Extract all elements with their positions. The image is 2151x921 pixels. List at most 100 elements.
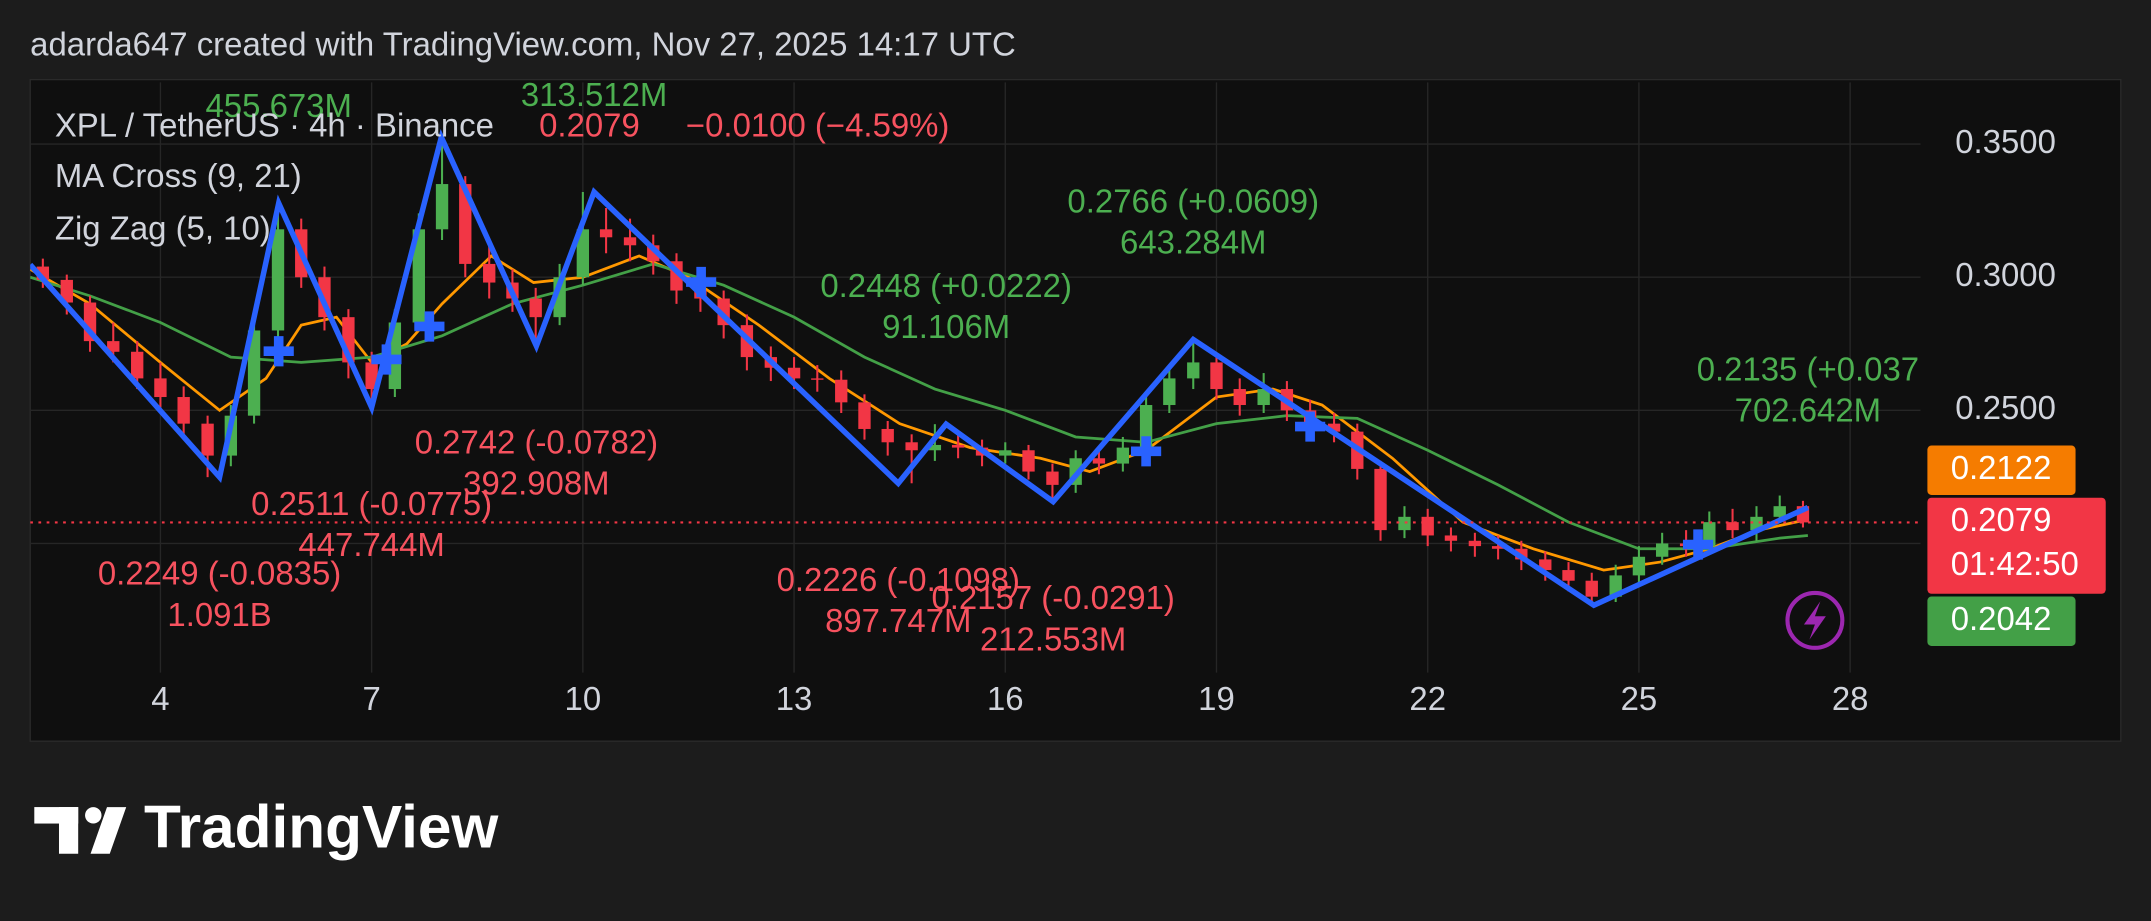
pivot-volume-label: 447.744M	[298, 526, 444, 563]
x-tick-label: 22	[1409, 680, 1446, 717]
candle-body	[905, 442, 918, 451]
price-tag	[1927, 596, 2076, 646]
candle-body	[835, 379, 848, 403]
candle-body	[623, 237, 637, 246]
plot-area: 0.2249 (-0.0835) 1.091B 455.673M 0.2511 (-0…	[30, 82, 1921, 657]
logo-part	[58, 807, 79, 854]
candle-body	[412, 229, 425, 323]
candle-body	[1726, 522, 1739, 531]
candle-body	[1398, 516, 1411, 531]
symbol-title: XPL / TetherUS · 4h · Binance	[55, 106, 494, 143]
cross-marker	[1682, 529, 1714, 560]
candle-body	[483, 263, 496, 283]
x-tick-label: 19	[1198, 680, 1235, 717]
candle-body	[928, 444, 942, 451]
price-tag-label: 0.2122	[1951, 449, 2052, 486]
candle-body	[787, 367, 801, 379]
pivot-volume-label: 212.553M	[980, 620, 1126, 657]
candle-body	[1773, 506, 1786, 517]
pivot-volume-label: 455.673M	[206, 87, 352, 124]
x-tick-label: 7	[362, 680, 380, 717]
candle-body	[1655, 543, 1669, 557]
x-tick-label: 25	[1621, 680, 1658, 717]
candle-body	[435, 184, 449, 230]
candle-body	[881, 428, 894, 443]
candle-body	[459, 184, 472, 264]
candle-body	[1491, 546, 1505, 549]
candle-body	[1046, 471, 1059, 485]
candle-body	[154, 378, 167, 398]
pivot-price-label: 0.2226 (-0.1098)	[777, 561, 1020, 598]
pivot-price-label: 0.2511 (-0.0775)	[251, 485, 492, 522]
x-tick-label: 10	[565, 680, 602, 717]
cross-marker	[414, 311, 445, 342]
candle-body	[1022, 450, 1035, 472]
brand-name: TradingView	[144, 793, 499, 861]
candle-body	[999, 450, 1012, 456]
candle-body	[599, 229, 613, 238]
candle-body	[1539, 559, 1552, 571]
x-tick-label: 13	[776, 680, 813, 717]
pivot-volume-label: 702.642M	[1735, 391, 1881, 428]
candle-body	[1163, 378, 1176, 406]
candle-body	[1116, 447, 1130, 464]
candle-body	[1092, 458, 1106, 464]
candle-body	[1233, 389, 1246, 406]
cross-marker	[371, 344, 402, 375]
pivot-price-label: 0.2135 (+0.037	[1697, 350, 1919, 387]
logo-part	[90, 807, 127, 854]
change: −0.0100 (−4.59%)	[686, 106, 950, 143]
candle-body	[811, 378, 824, 380]
candle-body	[365, 362, 378, 390]
grid	[30, 82, 1921, 673]
candle-body	[1421, 516, 1434, 536]
price-tag-label: 0.2079	[1951, 501, 2052, 538]
pivot-price-label: 0.2448 (+0.0222)	[820, 267, 1072, 304]
last-value: 0.2079	[539, 106, 640, 143]
pivot-volume-label: 91.106M	[882, 308, 1010, 345]
x-tick-label: 28	[1832, 680, 1869, 717]
pivot-price-label: 0.2742 (-0.0782)	[415, 423, 658, 460]
candle-body	[1468, 540, 1482, 547]
candle-body	[1210, 362, 1223, 390]
cross-marker	[263, 336, 294, 367]
pivot-price-label: 0.2249 (-0.0835)	[98, 555, 341, 592]
cross-marker	[1130, 436, 1162, 467]
candle-body	[951, 444, 965, 448]
icon-bolt	[1803, 601, 1826, 640]
candle-body	[1187, 362, 1200, 379]
candle-body	[271, 229, 285, 331]
cross-marker	[686, 266, 717, 298]
candle-body	[1444, 535, 1458, 541]
indicator-label: Zig Zag (5, 10)	[55, 209, 271, 246]
moving-average	[30, 254, 1809, 572]
y-tick-label: 0.3000	[1955, 256, 2056, 293]
candle-body	[247, 330, 261, 416]
x-tick-label: 16	[987, 680, 1024, 717]
candle-body	[529, 298, 542, 318]
candle-body	[131, 351, 144, 379]
candle-body	[107, 341, 120, 352]
pivot-volume-label: 392.908M	[463, 465, 609, 502]
pivot-volume-label: 897.747M	[825, 602, 971, 639]
candle-body	[576, 229, 590, 278]
candle-body	[1585, 580, 1598, 597]
pivot-price-label: 0.2766 (+0.0609)	[1067, 182, 1319, 219]
candle-body	[177, 397, 190, 424]
x-tick-label: 4	[151, 680, 169, 717]
brand-logo: TradingView	[34, 793, 499, 861]
candle-body	[858, 402, 871, 429]
price-tag	[1927, 445, 2076, 495]
candle-body	[1257, 389, 1270, 406]
icon-circle	[1785, 590, 1845, 650]
legend: XPL / TetherUS · 4h · Binance 0.2079 −0.…	[55, 106, 950, 246]
candle-body	[60, 279, 73, 303]
moving-average	[30, 262, 1809, 551]
axes: 47101316192225280.20000.25000.30000.3500…	[151, 123, 2106, 717]
lightning-icon[interactable]	[1785, 590, 1845, 650]
price-tag	[1927, 497, 2106, 594]
indicator-label: MA Cross (9, 21)	[55, 157, 302, 194]
pivot-price-label: 0.2157 (-0.0291)	[931, 579, 1174, 616]
